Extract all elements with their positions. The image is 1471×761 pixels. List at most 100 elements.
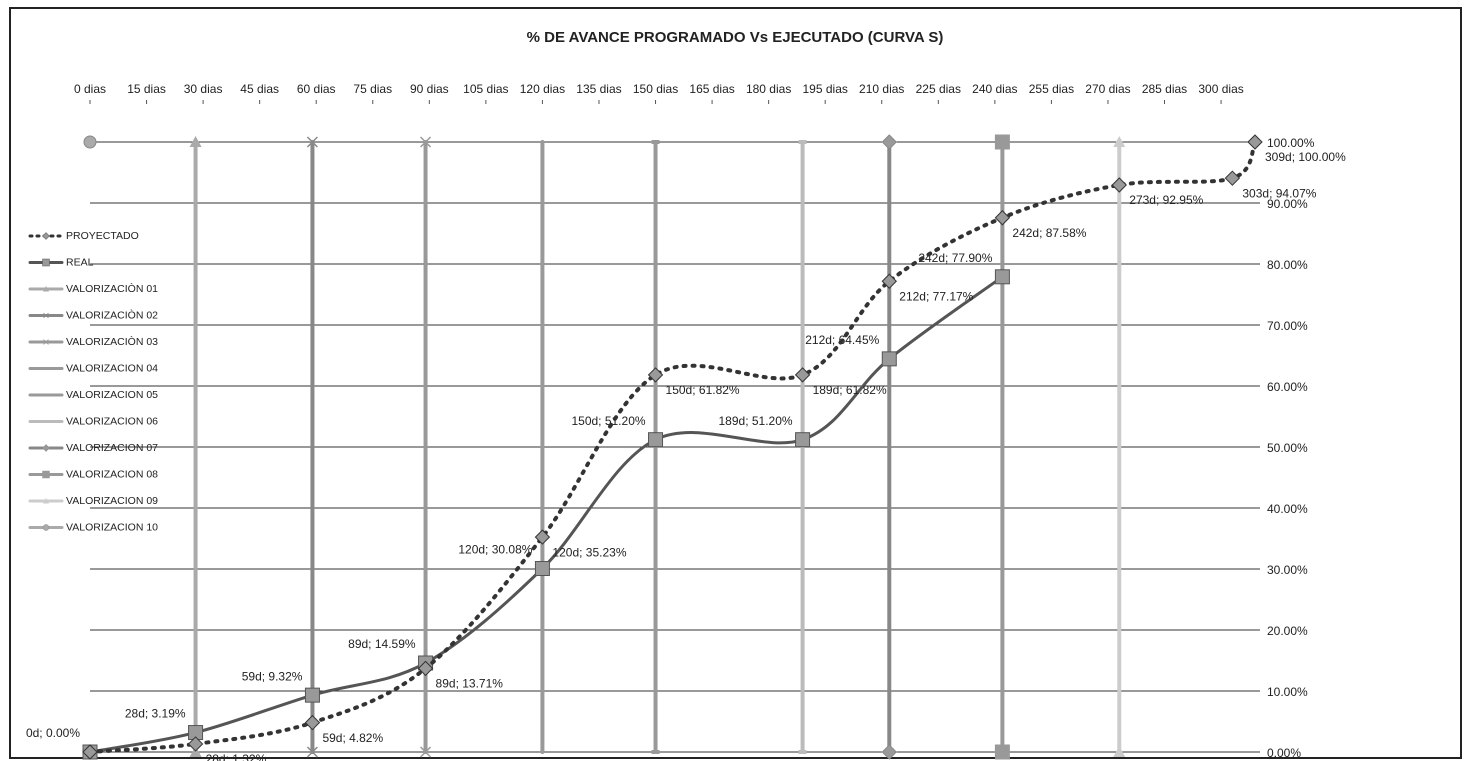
data-label: 242d; 77.90% [918,251,992,265]
point [1113,136,1126,147]
legend-item: VALORIZACION 06 [28,415,158,427]
point [417,660,434,677]
legend-label: VALORIZACIÒN 01 [66,282,158,295]
y-tick-label: 30.00% [1267,563,1308,577]
x-tick-label: 255 dias [1029,82,1074,96]
point [43,498,49,504]
point [43,286,49,292]
legend-label: VALORIZACIÒN 03 [66,335,158,348]
data-label: 309d; 100.00% [1265,150,1346,164]
data-label: 303d; 94.07% [1242,186,1316,200]
data-label: 120d; 35.23% [552,545,626,559]
data-label: 59d; 4.82% [322,731,383,745]
point [798,750,807,754]
x-tick-label: 90 dias [410,82,449,96]
point [1247,134,1263,150]
chart-border [9,7,1462,759]
x-tick-label: 210 dias [859,82,904,96]
legend-label: VALORIZACION 08 [66,468,158,480]
point [881,273,897,289]
y-tick-label: 0.00% [1267,746,1301,760]
y-tick-label: 60.00% [1267,380,1308,394]
legend-label: VALORIZACIÒN 02 [66,308,158,321]
chart-title: % DE AVANCE PROGRAMADO Vs EJECUTADO (CUR… [527,29,944,46]
point [306,746,318,758]
legend-item: VALORIZACIÒN 01 [28,282,158,295]
point [540,750,544,754]
x-tick-label: 150 dias [633,82,678,96]
point [534,529,551,545]
point [304,714,321,731]
point [651,750,660,754]
point [420,136,432,148]
data-label: 150d; 61.82% [666,383,740,397]
legend-label: VALORIZACION 10 [66,521,158,533]
data-label: 212d; 77.17% [899,289,973,303]
x-tick-label: 30 dias [184,82,223,96]
point [43,339,49,345]
legend-label: REAL [66,256,94,268]
legend-item: VALORIZACIÒN 02 [28,308,158,321]
legend-item: VALORIZACION 04 [28,362,158,374]
data-label: 59d; 9.32% [242,669,303,683]
data-label: 28d; 1.32% [206,752,267,761]
point [1224,170,1241,186]
x-tick-label: 120 dias [520,82,565,96]
data-label: 150d; 51.20% [571,414,645,428]
point [994,269,1010,285]
point [794,367,811,383]
x-tick-label: 105 dias [463,82,508,96]
y-tick-label: 90.00% [1267,197,1308,211]
legend-item: REAL [28,256,94,268]
x-tick-label: 135 dias [576,82,621,96]
data-label: 120d; 30.08% [458,543,532,557]
series-line [88,275,1004,754]
legend-label: VALORIZACION 05 [66,389,158,401]
y-tick-label: 70.00% [1267,319,1308,333]
y-tick-label: 20.00% [1267,624,1308,638]
y-tick-label: 80.00% [1267,258,1308,272]
x-tick-label: 45 dias [240,82,279,96]
point [540,140,544,144]
legend-item: VALORIZACION 08 [28,468,158,480]
legend-label: VALORIZACION 09 [66,495,158,507]
point [82,744,98,760]
data-label: 0d; 0.00% [26,726,80,740]
point [45,367,47,370]
point [881,351,897,367]
point [881,744,897,760]
data-label: 242d; 87.58% [1012,226,1086,240]
y-tick-label: 50.00% [1267,441,1308,455]
point [994,134,1010,150]
point [1113,746,1126,757]
point [306,136,318,148]
point [420,746,432,758]
point [994,210,1011,226]
point [881,134,897,150]
point [651,140,660,144]
point [42,258,50,267]
point [648,432,664,448]
x-tick-label: 0 dias [74,82,106,96]
x-tick-label: 285 dias [1142,82,1187,96]
data-label: 89d; 13.71% [436,677,504,691]
x-tick-label: 75 dias [353,82,392,96]
legend-item: VALORIZACIÒN 03 [28,335,158,348]
legend-label: PROYECTADO [66,230,139,242]
legend-label: VALORIZACION 07 [66,442,158,454]
x-tick-label: 165 dias [689,82,734,96]
legend-item: VALORIZACION 07 [28,442,158,454]
legend-label: VALORIZACION 06 [66,415,158,427]
point [44,394,48,396]
x-tick-label: 180 dias [746,82,791,96]
data-label: 189d; 51.20% [719,414,793,428]
legend-item: PROYECTADO [28,230,139,242]
x-tick-label: 270 dias [1085,82,1130,96]
point [189,136,202,147]
legend-item: VALORIZACION 10 [28,521,158,533]
point [647,367,664,383]
point [534,561,550,577]
x-tick-label: 300 dias [1198,82,1243,96]
x-tick-label: 225 dias [916,82,961,96]
point [304,687,320,703]
